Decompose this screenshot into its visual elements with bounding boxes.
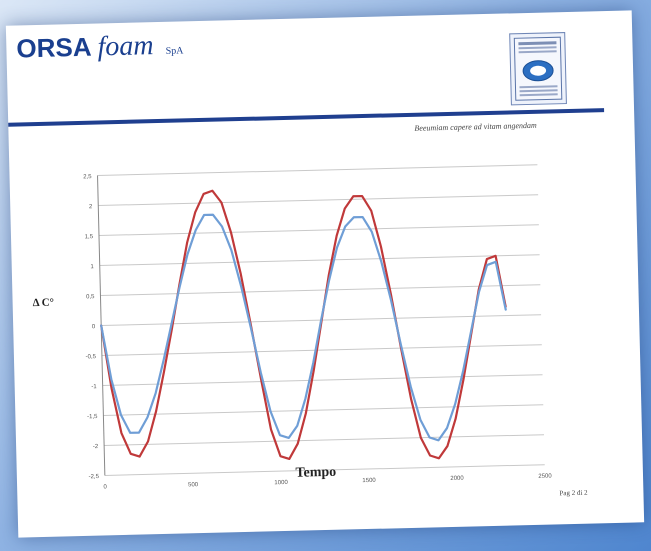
gridline — [102, 374, 543, 386]
y-tick-labels: 2,5 2 1,5 1 0,5 0 -0,5 -1 -1,5 -2 -2,5 — [83, 174, 99, 480]
chart-series — [100, 189, 507, 461]
x-tick-labels: 0 500 1000 1500 2000 2500 — [103, 474, 552, 491]
gridline — [99, 254, 540, 267]
gridline — [104, 434, 545, 446]
gridline — [103, 404, 544, 416]
y-tick-label: -2,5 — [88, 474, 99, 480]
gridline — [100, 284, 541, 296]
x-tick-label: 2500 — [538, 474, 552, 480]
brand-spa: SpA — [165, 45, 184, 57]
x-tick-label: 1500 — [362, 478, 376, 484]
series-line-red — [100, 189, 507, 461]
y-tick-label: 2,5 — [83, 174, 92, 180]
y-tick-label: -2 — [93, 444, 99, 450]
y-axis-label: Δ C° — [32, 296, 55, 310]
x-tick-label: 1000 — [274, 480, 288, 486]
motto-text: Beeumiam capere ad vitam angendam — [414, 120, 537, 133]
y-tick-label: -1 — [91, 384, 97, 390]
gridline — [98, 224, 539, 237]
brand-logo: ORSA foam SpA — [16, 29, 184, 65]
y-tick-label: 2 — [89, 204, 93, 210]
y-tick-label: -0,5 — [86, 354, 97, 360]
x-tick-label: 2000 — [450, 476, 464, 482]
x-tick-label: 0 — [103, 484, 107, 490]
chart: 2,5 2 1,5 1 0,5 0 -0,5 -1 -1,5 -2 -2,5 0 500 1000 150… — [83, 164, 552, 491]
gridline — [104, 464, 545, 476]
certification-seal-icon — [509, 32, 567, 106]
gridline — [98, 194, 539, 207]
brand-foam: foam — [97, 30, 154, 63]
slide: ORSA foam SpA Beeumiam capere ad vitam a… — [5, 10, 645, 538]
y-tick-label: 1,5 — [85, 234, 94, 240]
y-tick-label: 0,5 — [86, 294, 95, 300]
series-line-blue — [100, 213, 507, 442]
y-tick-label: 0 — [92, 324, 96, 330]
page-number: Pag 2 di 2 — [559, 488, 588, 498]
gridline — [97, 164, 538, 177]
x-axis-label: Tempo — [295, 465, 336, 481]
y-tick-label: 1 — [90, 264, 94, 270]
x-tick-label: 500 — [188, 482, 199, 488]
y-tick-label: -1,5 — [87, 414, 98, 420]
brand-orsa: ORSA — [16, 31, 92, 64]
